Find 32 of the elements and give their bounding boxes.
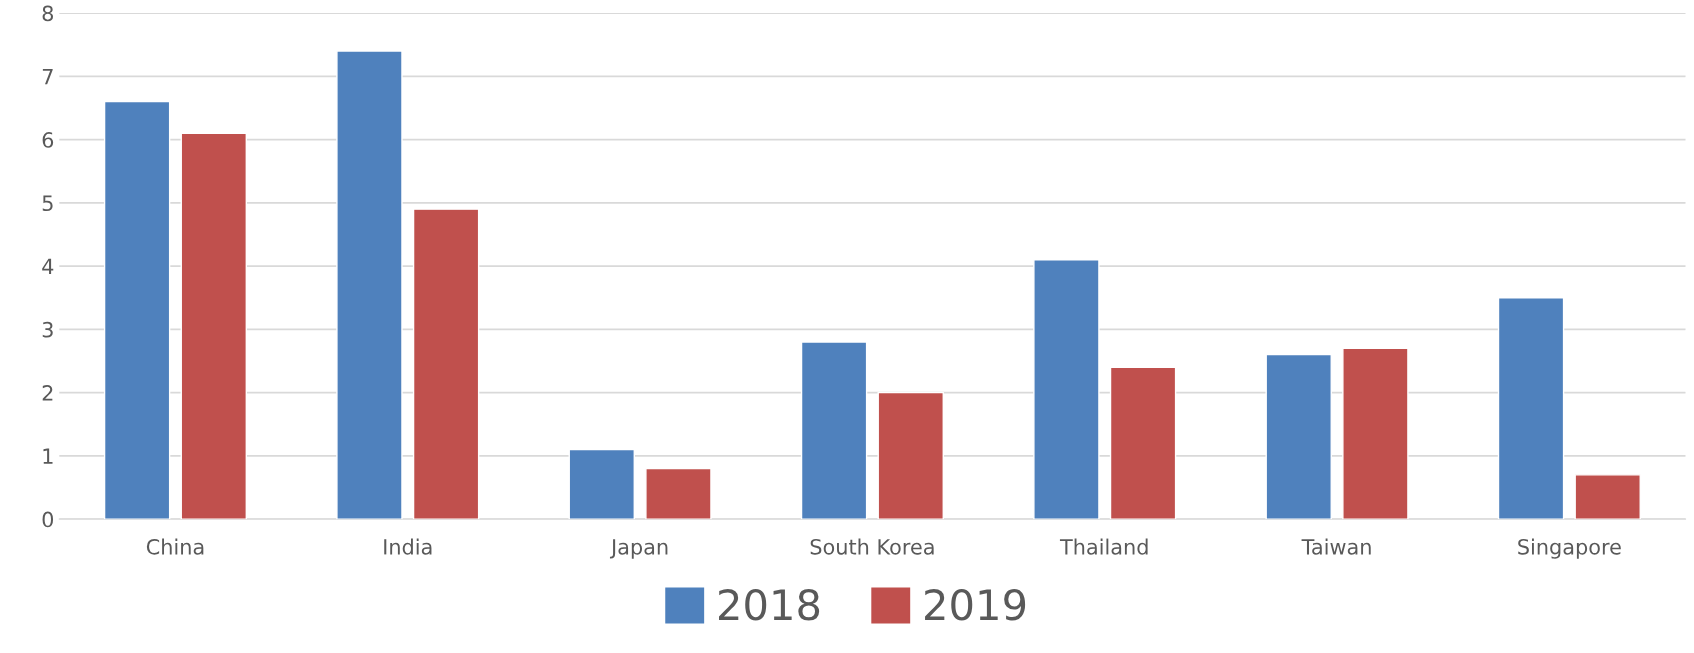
legend-label: 2019: [925, 588, 1026, 621]
y-tick-label: 5: [42, 195, 53, 212]
bar: [1265, 353, 1332, 520]
legend-label: 2018: [719, 588, 820, 621]
y-tick-label: 7: [42, 69, 53, 85]
x-tick-label: Taiwan: [1301, 538, 1371, 555]
bar: [412, 208, 480, 520]
x-tick-label: China: [146, 538, 204, 555]
bar: [800, 341, 868, 520]
y-tick-label: 3: [42, 321, 53, 338]
bar: [877, 391, 944, 520]
bar: [1574, 474, 1641, 520]
y-tick-label: 1: [43, 448, 53, 464]
x-tick-label: Singapore: [1518, 538, 1621, 559]
bar: [1109, 366, 1177, 520]
bar: [180, 132, 248, 520]
y-tick-label: 6: [42, 132, 54, 148]
x-tick-label: India: [384, 538, 432, 555]
y-tick-label: 4: [42, 258, 54, 275]
bar: [645, 467, 712, 520]
x-tick-label: Thailand: [1059, 538, 1148, 555]
bar: [1342, 347, 1409, 520]
y-tick-label: 8: [42, 5, 53, 22]
bar: [1033, 259, 1100, 520]
x-tick-label: South Korea: [810, 538, 934, 555]
bar: [568, 448, 635, 520]
x-tick-label: Japan: [609, 539, 668, 559]
y-tick-label: 0: [42, 511, 54, 528]
y-tick-label: 2: [42, 385, 53, 401]
bar: [1497, 297, 1565, 520]
bar: [103, 100, 171, 520]
bar: [336, 50, 403, 520]
